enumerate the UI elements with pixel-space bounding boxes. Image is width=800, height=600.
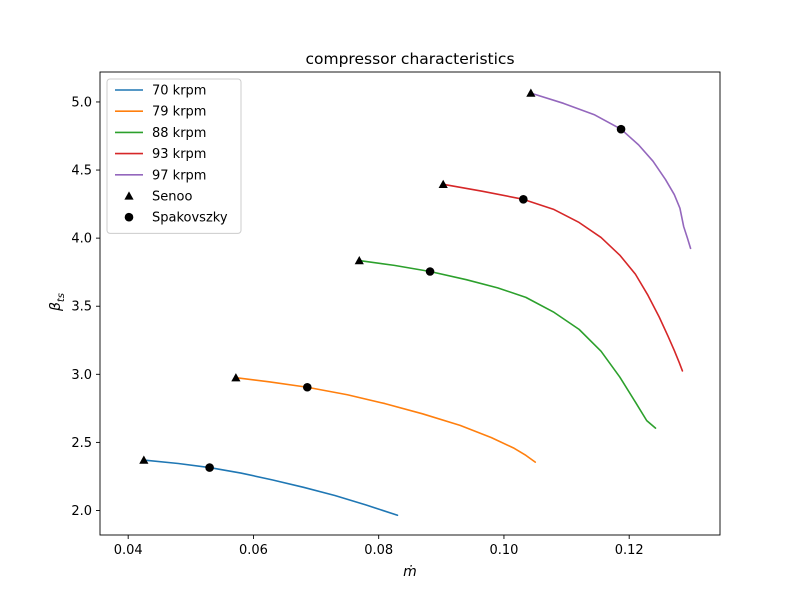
spakovszky-marker xyxy=(519,195,528,204)
legend-label: 79 krpm xyxy=(152,105,206,120)
senoo-marker xyxy=(354,256,364,265)
x-tick-label: 0.12 xyxy=(615,543,644,558)
x-tick-label: 0.08 xyxy=(364,543,393,558)
senoo-marker xyxy=(438,179,448,189)
spakovszky-marker xyxy=(302,382,312,392)
y-tick-label: 3.5 xyxy=(71,300,92,315)
spakovszky-marker xyxy=(616,124,626,134)
senoo-marker xyxy=(139,455,149,464)
legend: 70 krpm 79 krpm 88 krpm 93 krpm 97 krpm Senoo… xyxy=(106,78,242,234)
y-tick-label: 4.5 xyxy=(71,164,92,179)
senoo-marker xyxy=(526,88,536,97)
legend-label: 88 krpm xyxy=(152,126,206,141)
axes-frame: 0.04 0.06 0.08 0.10 0.12 2.0 2.5 3.0 3.5 4.0 4.5 5.… xyxy=(71,71,721,558)
senoo-marker xyxy=(231,373,241,382)
series-line-3 xyxy=(442,183,684,372)
chart-title: compressor characteristics xyxy=(305,50,514,68)
y-axis-label: βts xyxy=(48,293,67,312)
y-tick-label: 4.0 xyxy=(71,232,92,247)
y-tick-label: 5.0 xyxy=(71,95,92,110)
y-tick-label: 2.0 xyxy=(71,504,92,519)
y-axis-label-base: β xyxy=(48,302,64,312)
plot-area xyxy=(139,88,692,517)
legend-marker-senoo xyxy=(124,191,134,200)
y-tick-label: 2.5 xyxy=(71,436,92,451)
x-axis-label: ṁ xyxy=(403,564,417,580)
legend-label: Spakovszky xyxy=(152,211,228,226)
legend-box xyxy=(106,78,242,234)
y-tick-label: 3.0 xyxy=(71,368,92,383)
spakovszky-marker xyxy=(205,463,214,472)
legend-label: Senoo xyxy=(152,190,192,205)
legend-marker-spakovszky xyxy=(124,212,134,222)
series-line-0 xyxy=(143,459,399,517)
legend-label: 70 krpm xyxy=(152,84,206,99)
x-tick-label: 0.04 xyxy=(114,543,143,558)
legend-label: 97 krpm xyxy=(152,168,206,183)
spakovszky-marker xyxy=(425,267,435,276)
series-line-4 xyxy=(530,92,692,250)
axes-border xyxy=(99,71,721,536)
series-line-1 xyxy=(235,376,537,463)
x-tick-label: 0.10 xyxy=(489,543,518,558)
x-tick-label: 0.06 xyxy=(239,543,268,558)
y-axis-label-subscript: ts xyxy=(56,293,67,302)
legend-label: 93 krpm xyxy=(152,147,206,162)
